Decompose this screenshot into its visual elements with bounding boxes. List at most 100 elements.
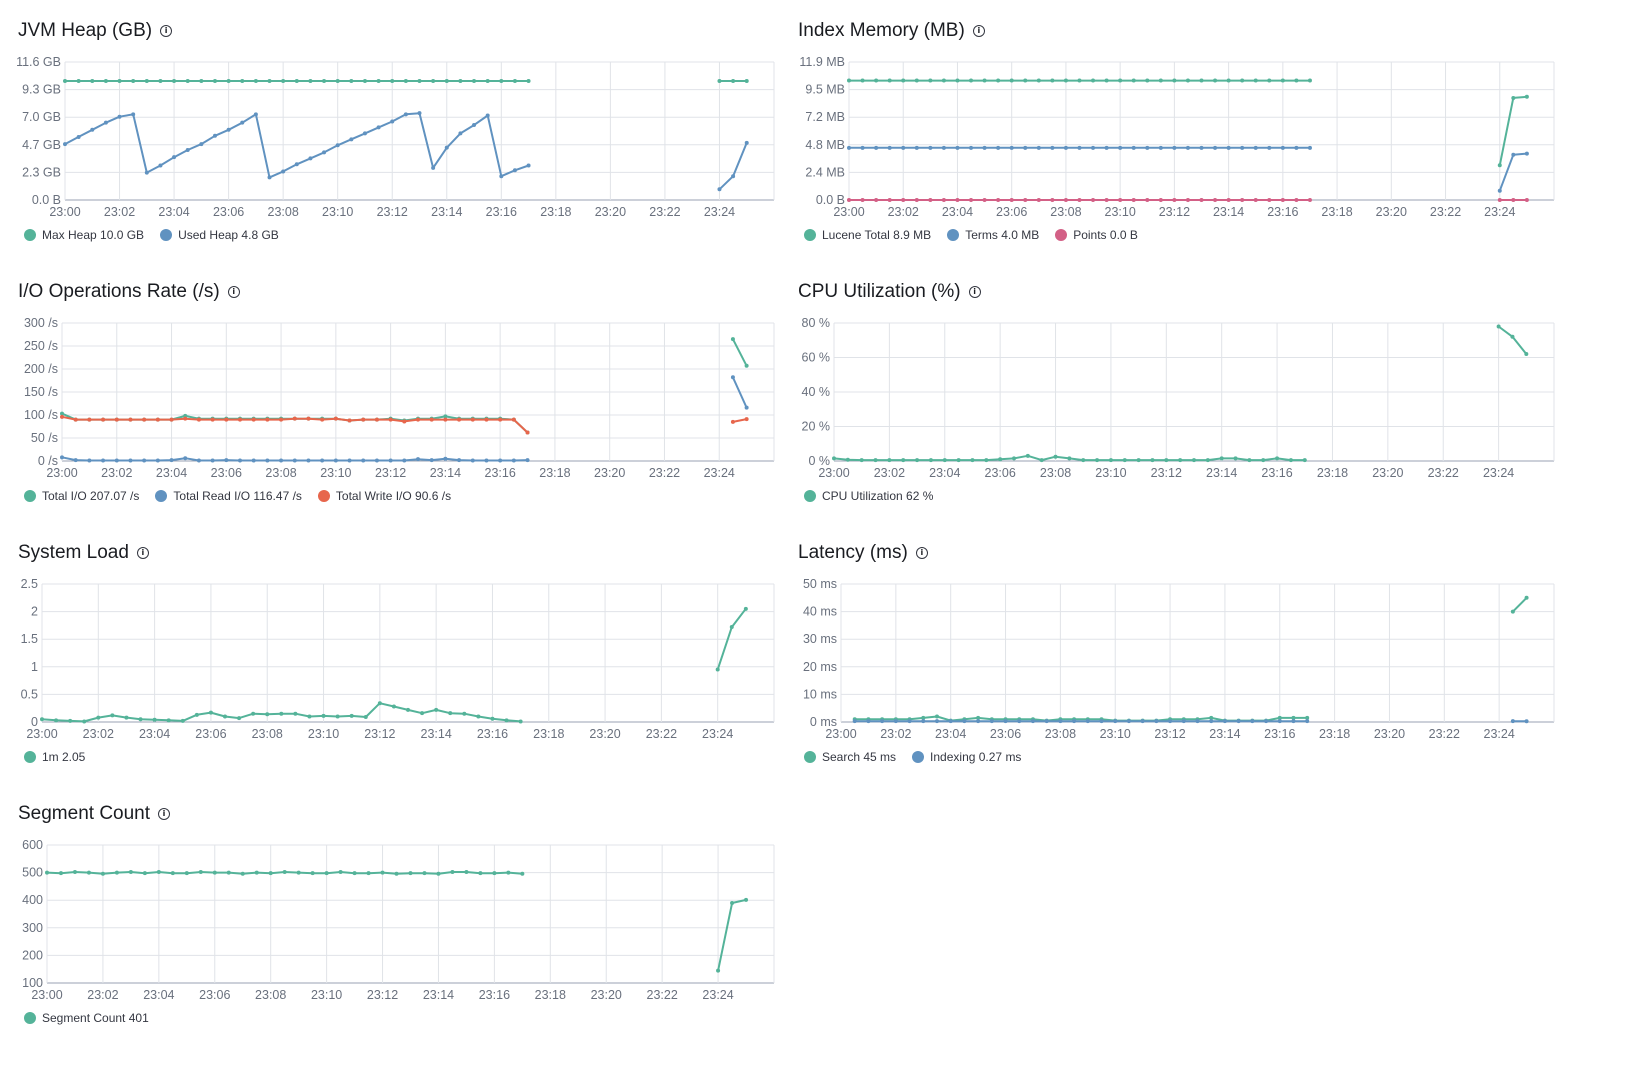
data-point	[1145, 145, 1150, 150]
data-point	[901, 78, 906, 83]
data-point	[155, 417, 160, 422]
x-tick-label: 23:06	[990, 727, 1021, 741]
info-icon[interactable]: i	[136, 547, 149, 559]
data-point	[114, 417, 119, 422]
y-tick-label: 300	[22, 921, 43, 935]
info-icon[interactable]: i	[972, 25, 985, 37]
info-icon[interactable]: i	[968, 286, 981, 298]
legend-item-indexing[interactable]: Indexing 0.27 ms	[912, 750, 1021, 764]
legend-item-1m[interactable]: 1m 2.05	[24, 750, 85, 764]
data-point	[394, 871, 399, 876]
legend-item-segment-count[interactable]: Segment Count 401	[24, 1011, 149, 1025]
data-point	[292, 458, 297, 463]
data-point	[874, 78, 879, 83]
data-point	[448, 711, 453, 716]
data-point	[1510, 334, 1515, 339]
info-icon[interactable]: i	[227, 286, 240, 298]
data-point	[525, 430, 530, 435]
data-point	[185, 148, 190, 153]
data-point	[251, 417, 256, 422]
data-point	[1085, 719, 1090, 724]
x-tick-label: 23:18	[539, 466, 570, 480]
x-tick-label: 23:08	[255, 988, 286, 1002]
series-lucene-total	[847, 78, 1529, 168]
y-tick-label: 0 ms	[810, 715, 837, 729]
data-point	[196, 417, 201, 422]
data-point	[1511, 95, 1516, 100]
data-point	[184, 871, 189, 876]
y-tick-label: 100	[22, 976, 43, 990]
data-point	[347, 418, 352, 423]
x-tick-label: 23:06	[195, 727, 226, 741]
data-point	[212, 870, 217, 875]
data-point	[240, 79, 245, 84]
legend-item-terms[interactable]: Terms 4.0 MB	[947, 228, 1039, 242]
legend-dot-icon	[912, 751, 925, 763]
x-tick-label: 23:20	[589, 727, 620, 741]
data-point	[860, 78, 865, 83]
y-tick-label: 150 /s	[24, 385, 58, 399]
grid	[848, 61, 1555, 201]
x-tick-label: 23:22	[649, 466, 680, 480]
data-point	[335, 79, 340, 84]
legend-item-cpu-utilization[interactable]: CPU Utilization 62 %	[804, 489, 933, 503]
data-point	[321, 713, 326, 718]
x-tick-label: 23:04	[156, 466, 187, 480]
legend-item-total-i-o[interactable]: Total I/O 207.07 /s	[24, 489, 139, 503]
data-point	[420, 711, 425, 716]
data-point	[1131, 145, 1136, 150]
data-point	[1009, 198, 1014, 202]
data-point	[169, 417, 174, 422]
x-tick-label: 23:00	[818, 466, 849, 480]
info-icon[interactable]: i	[915, 547, 928, 559]
data-point	[915, 458, 920, 463]
data-point	[293, 711, 298, 716]
legend-item-used-heap[interactable]: Used Heap 4.8 GB	[160, 228, 279, 242]
data-point	[1294, 198, 1299, 202]
data-point	[498, 458, 503, 463]
legend-label: Segment Count 401	[42, 1011, 149, 1025]
legend-item-total-write-i-o[interactable]: Total Write I/O 90.6 /s	[317, 489, 451, 503]
legend-label: Used Heap 4.8 GB	[178, 228, 279, 242]
info-icon[interactable]: i	[160, 25, 173, 37]
series-total-read-i-o	[60, 375, 749, 463]
data-point	[874, 145, 879, 150]
data-point	[388, 458, 393, 463]
x-tick-label: 23:02	[101, 466, 132, 480]
data-point	[914, 145, 919, 150]
data-point	[1240, 78, 1245, 83]
y-tick-label: 0	[31, 715, 38, 729]
legend-item-search[interactable]: Search 45 ms	[804, 750, 896, 764]
data-point	[1158, 145, 1163, 150]
data-point	[380, 870, 385, 875]
data-point	[1091, 145, 1096, 150]
legend-item-total-read-i-o[interactable]: Total Read I/O 116.47 /s	[155, 489, 302, 503]
data-point	[416, 417, 420, 422]
data-point	[1213, 198, 1218, 202]
data-point	[226, 127, 231, 132]
data-point	[238, 458, 242, 463]
x-tick-label: 23:08	[252, 727, 283, 741]
legend-dot-icon	[155, 490, 168, 502]
legend-item-lucene-total[interactable]: Lucene Total 8.9 MB	[804, 228, 931, 242]
data-point	[512, 79, 517, 84]
y-tick-label: 50 ms	[803, 577, 837, 591]
x-tick-label: 23:24	[702, 988, 733, 1002]
x-tick-label: 23:14	[421, 727, 452, 741]
x-tick-label: 23:22	[1429, 727, 1460, 741]
legend-item-max-heap[interactable]: Max Heap 10.0 GB	[24, 228, 144, 242]
data-point	[158, 79, 163, 84]
legend-item-points[interactable]: Points 0.0 B	[1055, 228, 1138, 242]
y-tick-label: 10 ms	[803, 687, 837, 701]
y-tick-label: 2.5	[21, 577, 38, 591]
data-point	[54, 718, 59, 723]
data-point	[962, 719, 967, 724]
legend-label: 1m 2.05	[42, 750, 86, 764]
data-point	[226, 79, 231, 84]
series-line	[1498, 325, 1528, 355]
x-tick-label: 23:12	[1154, 727, 1185, 741]
data-point	[265, 458, 270, 463]
info-icon[interactable]: i	[158, 808, 171, 820]
legend-dot-icon	[804, 751, 816, 763]
data-point	[251, 711, 256, 716]
